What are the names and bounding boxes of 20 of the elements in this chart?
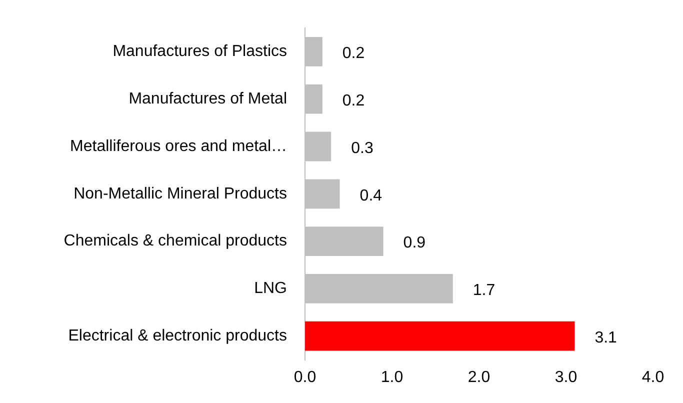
data-label: 0.9 bbox=[403, 234, 426, 252]
x-tick-label: 4.0 bbox=[642, 368, 664, 386]
data-label: 1.7 bbox=[472, 282, 496, 300]
data-label: 0.2 bbox=[342, 45, 365, 62]
bar bbox=[305, 321, 575, 351]
data-label: 0.4 bbox=[360, 187, 382, 204]
y-tick-label: Manufactures of Plastics bbox=[112, 43, 287, 60]
y-tick-label: Electrical & electronic products bbox=[68, 328, 287, 345]
y-tick-label: Non-Metallic Mineral Products bbox=[74, 185, 287, 202]
y-tick-label: Chemicals & chemical products bbox=[64, 232, 287, 250]
x-tick-label: 3.0 bbox=[554, 368, 578, 386]
x-tick-label: 1.0 bbox=[380, 368, 404, 386]
data-label: 0.2 bbox=[342, 92, 365, 110]
data-label: 0.3 bbox=[351, 140, 374, 157]
y-tick-label: Manufactures of Metal bbox=[128, 90, 287, 108]
y-tick-label: LNG bbox=[254, 280, 287, 298]
y-tick-label: Metalliferous ores and metal… bbox=[70, 138, 287, 155]
data-label: 3.1 bbox=[594, 330, 618, 347]
x-tick-label: 0.0 bbox=[294, 368, 316, 386]
x-tick-label: 2.0 bbox=[468, 368, 490, 386]
